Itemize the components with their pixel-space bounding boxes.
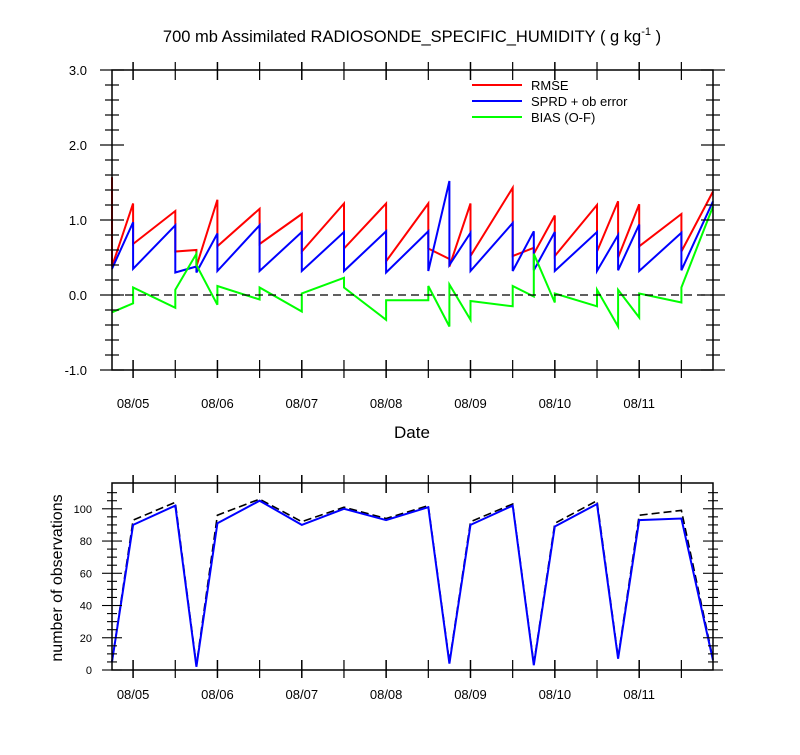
bottom-series-group xyxy=(111,498,714,667)
legend-label: RMSE xyxy=(531,78,569,93)
y-tick-label: 0 xyxy=(86,665,92,677)
title-close: ) xyxy=(651,28,661,46)
y-tick-label: 20 xyxy=(80,633,92,645)
legend-label: SPRD + ob error xyxy=(531,94,628,109)
top-tick-labels: 3.0 2.0 1.0 0.0 -1.0 08/05 08/06 08/07 08/08 08/0… xyxy=(65,63,655,411)
bottom-tick-labels: 100 80 60 40 20 0 08/05 08/06 08/07 08/08 08/09 08/… xyxy=(74,504,655,702)
top-series-group xyxy=(111,177,714,331)
bottom-chart-panel: 100 80 60 40 20 0 08/05 08/06 08/07 08/08 08/09 08/… xyxy=(49,475,723,702)
legend-item-sprd-ob-error: SPRD + ob error xyxy=(472,94,628,109)
series-line-rmse xyxy=(111,177,714,267)
x-tick-label: 08/07 xyxy=(286,687,319,702)
top-chart-panel: 3.0 2.0 1.0 0.0 -1.0 08/05 08/06 08/07 08/08 08/0… xyxy=(65,62,725,442)
observations-solid-line xyxy=(111,499,714,667)
top-plot-frame xyxy=(111,69,714,371)
x-tick-label: 08/06 xyxy=(201,687,234,702)
x-tick-label: 08/10 xyxy=(539,396,572,411)
x-tick-label: 08/10 xyxy=(539,687,572,702)
x-tick-label: 08/11 xyxy=(623,396,655,411)
x-tick-label: 08/05 xyxy=(117,396,150,411)
x-tick-label: 08/09 xyxy=(454,396,487,411)
y-tick-label: 1.0 xyxy=(69,213,87,228)
x-tick-label: 08/11 xyxy=(623,687,655,702)
chart-title: 700 mb Assimilated RADIOSONDE_SPECIFIC_H… xyxy=(163,26,661,46)
legend-item-rmse: RMSE xyxy=(472,78,569,93)
x-tick-label: 08/07 xyxy=(286,396,319,411)
bottom-plot-frame xyxy=(111,482,714,671)
x-tick-label: 08/08 xyxy=(370,687,403,702)
bottom-y-axis-label: number of observations xyxy=(49,494,66,661)
series-line-sprd-ob-error xyxy=(111,180,714,275)
y-tick-label: 0.0 xyxy=(69,288,87,303)
y-tick-label: 40 xyxy=(80,601,92,613)
bottom-tick-marks xyxy=(102,475,723,678)
x-tick-label: 08/05 xyxy=(117,687,150,702)
y-tick-label: 2.0 xyxy=(69,138,87,153)
x-tick-label: 08/06 xyxy=(201,396,234,411)
legend-item-bias-o-f: BIAS (O-F) xyxy=(472,110,595,125)
y-tick-label: 3.0 xyxy=(69,63,87,78)
top-x-axis-label: Date xyxy=(394,423,430,442)
legend-label: BIAS (O-F) xyxy=(531,110,595,125)
y-tick-label: 60 xyxy=(80,568,92,580)
x-tick-label: 08/08 xyxy=(370,396,403,411)
y-tick-label: -1.0 xyxy=(65,363,87,378)
title-main: 700 mb Assimilated RADIOSONDE_SPECIFIC_H… xyxy=(163,28,641,46)
title-superscript: -1 xyxy=(641,26,651,38)
y-tick-label: 80 xyxy=(80,536,92,548)
observations-dashed-line xyxy=(111,498,714,666)
x-tick-label: 08/09 xyxy=(454,687,487,702)
top-tick-marks xyxy=(100,62,725,378)
series-line-bias-o-f xyxy=(111,206,714,331)
y-tick-label: 100 xyxy=(74,504,92,516)
